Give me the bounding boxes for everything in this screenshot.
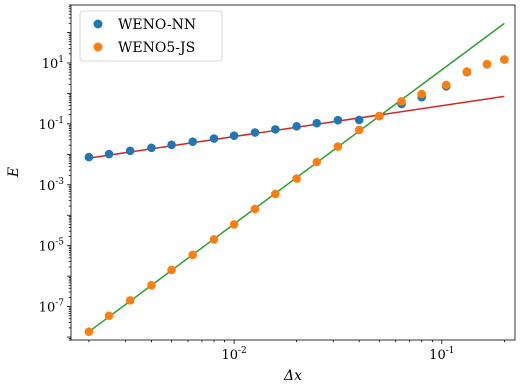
point-weno5-js-13 [354,125,364,135]
point-weno5-js-14 [375,111,384,121]
point-weno5-js-15 [397,97,406,106]
point-weno5-js-2 [125,296,135,305]
point-weno-nn-9 [271,125,280,134]
point-weno-nn-8 [250,128,260,137]
point-weno-nn-12 [333,115,343,125]
point-weno-nn-7 [229,131,239,140]
point-weno-nn-0 [84,152,94,162]
legend-marker-weno5-js [93,42,103,52]
y-tick-label: 10-3 [39,177,65,194]
y-tick-label: 10-5 [39,238,65,255]
legend-label-weno5-js: WENO5-JS [118,40,195,56]
point-weno-nn-3 [147,143,156,153]
point-weno5-js-10 [292,174,301,183]
point-weno-nn-5 [188,137,198,146]
point-weno5-js-18 [462,67,472,76]
point-weno-nn-13 [354,115,364,125]
x-tick-label: 10-1 [429,346,454,363]
point-weno5-js-20 [500,55,509,64]
x-axis-label: Δx [283,368,302,384]
point-weno-nn-11 [312,118,322,128]
point-weno-nn-1 [104,149,114,159]
y-axis-label: E [6,167,22,178]
point-weno-nn-2 [125,146,135,156]
legend-box [79,10,223,62]
point-weno5-js-16 [417,89,427,99]
point-weno5-js-11 [312,157,322,167]
point-weno-nn-6 [209,134,219,143]
point-weno-nn-10 [292,122,301,131]
plot-frame [70,4,516,341]
point-weno5-js-8 [250,204,260,214]
point-weno-nn-4 [167,140,176,150]
legend: WENO-NN WENO5-JS [79,10,223,62]
axis-ticks: 10-2 10-1 10-7 10-5 10-3 10-1 101 [39,4,505,363]
data-points [84,55,509,336]
point-weno5-js-0 [84,327,94,336]
point-weno5-js-7 [229,220,239,229]
point-weno5-js-1 [104,311,114,321]
x-tick-label: 10-2 [221,346,246,363]
point-weno5-js-17 [441,80,451,90]
point-weno5-js-6 [209,235,219,244]
legend-marker-weno-nn [93,19,103,29]
y-tick-label: 101 [42,55,64,72]
point-weno5-js-12 [333,142,343,151]
y-tick-label: 10-7 [39,299,65,316]
point-weno5-js-5 [188,250,198,260]
legend-label-weno-nn: WENO-NN [118,17,196,33]
point-weno5-js-4 [167,265,176,275]
point-weno5-js-9 [271,189,280,199]
point-weno5-js-3 [147,281,156,290]
point-weno5-js-19 [482,59,492,69]
y-tick-label: 10-1 [39,116,64,133]
